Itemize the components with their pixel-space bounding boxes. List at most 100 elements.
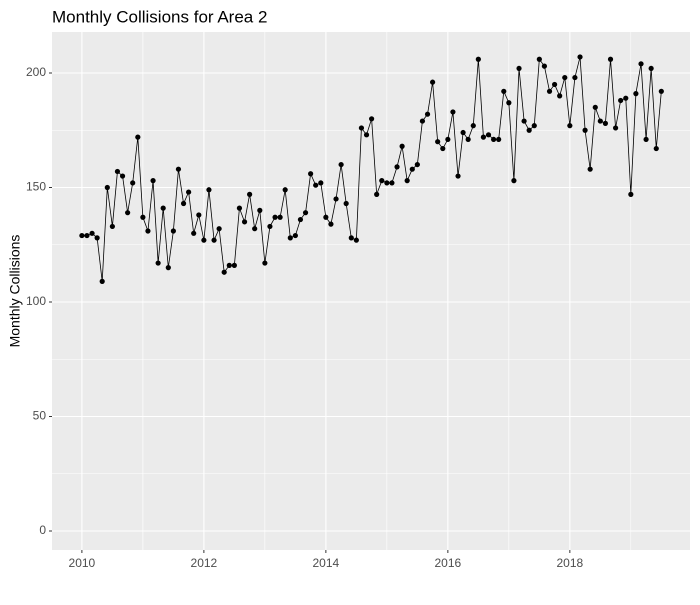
point — [125, 210, 131, 216]
point — [277, 214, 283, 220]
point — [363, 132, 370, 138]
point — [297, 216, 304, 223]
point — [658, 88, 664, 94]
point — [612, 125, 619, 131]
point — [638, 61, 644, 67]
point — [597, 118, 603, 124]
point — [94, 235, 100, 241]
y-tick-label: 50 — [33, 409, 47, 423]
point — [496, 136, 502, 143]
point — [450, 109, 456, 115]
x-tick-label: 2010 — [69, 556, 96, 570]
point — [419, 118, 426, 124]
point — [236, 205, 243, 211]
point — [201, 237, 207, 243]
point — [653, 145, 659, 152]
point — [541, 63, 548, 69]
point — [206, 187, 212, 193]
point — [455, 173, 461, 179]
point — [643, 136, 649, 143]
point — [302, 210, 309, 216]
x-tick-label: 2014 — [313, 556, 340, 570]
point — [241, 219, 248, 225]
y-tick-label: 150 — [26, 180, 46, 194]
point — [424, 111, 431, 117]
point — [389, 180, 395, 186]
point — [313, 182, 319, 188]
point — [145, 228, 151, 234]
point — [338, 161, 344, 168]
x-tick-label: 2012 — [191, 556, 218, 570]
point — [399, 143, 405, 149]
point — [516, 65, 522, 72]
point — [521, 118, 527, 124]
point — [99, 278, 105, 284]
point — [170, 228, 176, 234]
point — [526, 127, 532, 133]
point — [485, 132, 492, 138]
point — [150, 178, 156, 184]
point — [282, 187, 288, 193]
point — [607, 56, 614, 62]
point — [292, 232, 298, 239]
point — [546, 88, 553, 94]
point — [551, 81, 558, 88]
point — [567, 123, 573, 129]
point — [84, 232, 90, 239]
point — [180, 200, 187, 207]
point — [536, 56, 542, 62]
y-tick-label: 100 — [26, 294, 46, 308]
point — [287, 235, 293, 241]
point — [104, 184, 110, 191]
point — [231, 262, 237, 268]
point — [155, 260, 161, 266]
point — [618, 97, 624, 104]
point — [374, 191, 380, 197]
point — [323, 214, 329, 220]
y-axis-label: Monthly Collisions — [7, 235, 23, 348]
point — [318, 180, 324, 186]
point — [511, 178, 517, 184]
point — [226, 262, 232, 268]
point — [252, 226, 258, 232]
point — [592, 104, 598, 110]
point — [186, 189, 192, 195]
point — [328, 221, 334, 227]
point — [562, 74, 568, 81]
chart-title: Monthly Collisions for Area 2 — [52, 7, 267, 26]
point — [247, 191, 253, 197]
point — [221, 269, 227, 275]
point — [196, 212, 202, 218]
point — [262, 260, 268, 266]
x-tick-label: 2016 — [435, 556, 462, 570]
point — [165, 265, 171, 271]
point — [648, 65, 654, 72]
point — [623, 95, 629, 101]
point — [267, 223, 273, 230]
point — [369, 116, 375, 122]
point — [135, 134, 141, 140]
point — [109, 223, 115, 230]
point — [358, 125, 365, 131]
point — [414, 161, 420, 168]
point — [531, 123, 537, 129]
point — [308, 171, 314, 177]
point — [114, 168, 121, 175]
point — [602, 120, 609, 126]
point — [409, 166, 415, 172]
point — [633, 91, 639, 97]
point — [216, 226, 222, 232]
point — [79, 232, 85, 239]
point — [211, 237, 217, 243]
point — [430, 79, 436, 85]
point — [445, 136, 451, 143]
y-tick-label: 0 — [39, 523, 46, 537]
point — [379, 178, 385, 184]
x-tick-label: 2018 — [556, 556, 583, 570]
point — [272, 214, 278, 220]
point — [343, 200, 349, 207]
point — [582, 127, 588, 133]
point — [89, 230, 95, 236]
point — [130, 180, 136, 186]
